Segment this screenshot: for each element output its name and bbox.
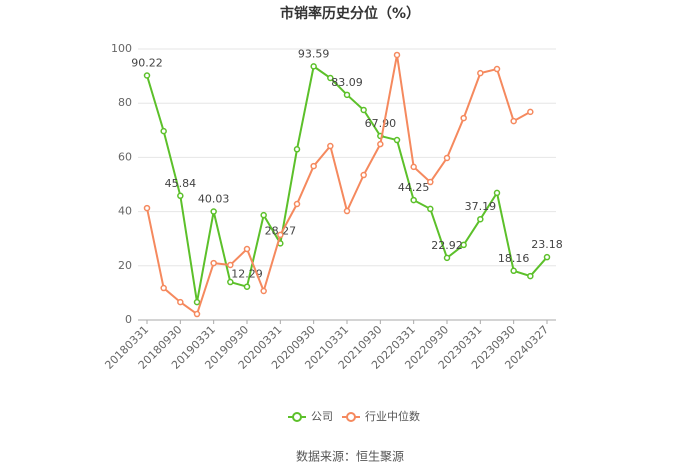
y-tick-label: 40 bbox=[118, 205, 132, 218]
point bbox=[493, 189, 501, 197]
point bbox=[477, 69, 484, 77]
legend-label: 公司 bbox=[311, 410, 333, 423]
point bbox=[243, 283, 251, 290]
data-label: 18.16 bbox=[498, 252, 530, 265]
point bbox=[293, 200, 301, 208]
point bbox=[393, 51, 401, 59]
data-label: 44.25 bbox=[398, 181, 430, 194]
legend-marker bbox=[292, 412, 302, 422]
legend-label: 行业中位数 bbox=[365, 409, 420, 423]
point bbox=[460, 241, 467, 249]
y-tick-label: 80 bbox=[118, 96, 132, 109]
point bbox=[427, 178, 434, 186]
point bbox=[443, 254, 451, 262]
point bbox=[293, 146, 301, 153]
point bbox=[193, 310, 201, 318]
legend-marker bbox=[346, 412, 356, 422]
point bbox=[160, 127, 167, 135]
point bbox=[243, 245, 251, 253]
point bbox=[143, 72, 151, 79]
point bbox=[210, 208, 217, 215]
y-tick-label: 60 bbox=[118, 150, 132, 163]
point bbox=[160, 284, 167, 292]
data-label: 22.92 bbox=[431, 239, 463, 252]
point bbox=[177, 298, 184, 306]
point bbox=[310, 63, 317, 70]
point bbox=[260, 211, 267, 219]
point bbox=[260, 287, 267, 295]
point bbox=[393, 136, 401, 144]
point bbox=[360, 106, 367, 114]
point bbox=[493, 65, 501, 73]
point bbox=[443, 154, 451, 162]
data-label: 37.19 bbox=[465, 200, 497, 213]
data-label: 23.18 bbox=[531, 238, 563, 251]
series-line bbox=[146, 54, 531, 316]
point bbox=[327, 142, 334, 150]
y-tick-label: 100 bbox=[111, 42, 132, 55]
point bbox=[277, 231, 284, 239]
point bbox=[310, 162, 317, 170]
point bbox=[177, 192, 184, 200]
source-note: 数据来源：恒生聚源 bbox=[296, 449, 404, 464]
point bbox=[427, 205, 434, 213]
point bbox=[343, 91, 351, 99]
data-label: 45.84 bbox=[165, 177, 197, 190]
point bbox=[527, 108, 534, 116]
series-line bbox=[146, 64, 548, 303]
point bbox=[327, 74, 334, 82]
data-label: 40.03 bbox=[198, 193, 230, 206]
point bbox=[360, 171, 367, 179]
point bbox=[193, 298, 201, 306]
point bbox=[460, 114, 467, 122]
point bbox=[477, 215, 484, 223]
point bbox=[377, 140, 384, 148]
point bbox=[143, 204, 151, 212]
point bbox=[510, 117, 517, 125]
chart-title: 市销率历史分位（%） bbox=[280, 5, 420, 22]
point bbox=[227, 261, 234, 269]
data-label: 28.27 bbox=[265, 224, 297, 237]
data-label: 67.90 bbox=[365, 117, 397, 130]
point bbox=[543, 253, 551, 261]
data-label: 93.59 bbox=[298, 47, 330, 60]
point bbox=[210, 259, 217, 267]
point bbox=[510, 267, 517, 275]
point bbox=[343, 207, 351, 215]
y-tick-label: 0 bbox=[125, 313, 132, 326]
point bbox=[410, 163, 417, 171]
point bbox=[227, 278, 234, 286]
y-tick-label: 20 bbox=[118, 259, 132, 272]
point bbox=[527, 272, 534, 280]
point bbox=[410, 196, 417, 204]
data-label: 90.22 bbox=[131, 57, 163, 70]
data-label: 83.09 bbox=[331, 76, 363, 89]
